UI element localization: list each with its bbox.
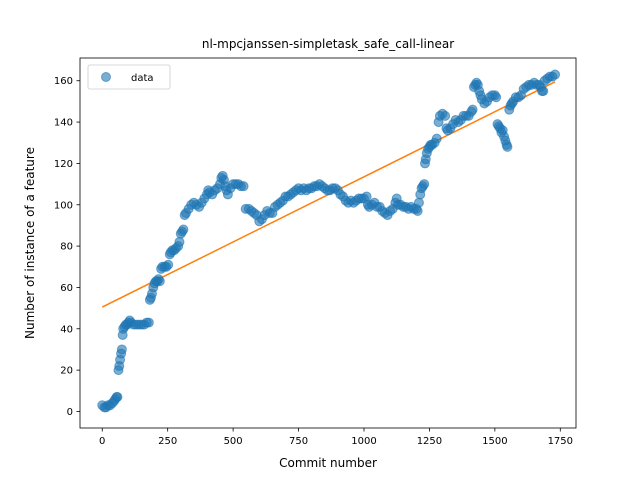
y-tick-label: 60 <box>60 283 73 294</box>
data-point <box>431 133 442 144</box>
plot-frame <box>79 57 577 429</box>
data-point <box>143 317 154 328</box>
legend-box <box>87 64 171 90</box>
data-point <box>361 191 372 202</box>
plot-area <box>79 57 577 429</box>
x-tick-label: 500 <box>224 436 243 447</box>
y-tick-label: 100 <box>54 200 73 211</box>
y-tick-label: 0 <box>67 407 73 418</box>
data-point <box>412 205 423 216</box>
y-tick-label: 160 <box>54 76 73 87</box>
data-point <box>467 104 478 115</box>
y-tick-label: 120 <box>54 159 73 170</box>
x-tick-label: 0 <box>99 436 105 447</box>
legend-label-data: data <box>131 73 154 84</box>
chart-title: nl-mpcjanssen-simpletask_safe_call-linea… <box>202 37 454 51</box>
x-axis: 0 250 500 750 1000 1250 1500 1750 <box>99 428 573 447</box>
y-tick-label: 80 <box>60 242 73 253</box>
y-axis: 0 20 40 60 80 100 120 140 160 <box>54 76 80 418</box>
data-point <box>440 110 451 121</box>
x-tick-label: 1750 <box>548 436 573 447</box>
legend-marker-data <box>101 72 111 82</box>
plot-background <box>80 58 576 428</box>
x-tick-label: 1250 <box>417 436 442 447</box>
data-point <box>550 69 561 80</box>
data-point <box>538 86 549 97</box>
y-tick-label: 20 <box>60 366 73 377</box>
data-point <box>154 276 165 287</box>
data-points-layer <box>97 69 561 413</box>
data-point <box>238 181 249 192</box>
data-point <box>174 236 185 247</box>
y-tick-label: 140 <box>54 118 73 129</box>
y-tick-label: 40 <box>60 324 73 335</box>
data-point <box>413 197 424 208</box>
x-tick-label: 1000 <box>351 436 376 447</box>
data-point <box>178 224 189 235</box>
data-point <box>112 391 123 402</box>
data-point <box>491 92 502 103</box>
legend: data <box>87 64 171 90</box>
data-point <box>163 259 174 270</box>
data-point <box>502 141 513 152</box>
x-tick-label: 1500 <box>482 436 507 447</box>
data-point <box>116 344 127 355</box>
data-point <box>419 179 430 190</box>
y-axis-title: Number of instance of a feature <box>23 147 37 339</box>
x-tick-label: 750 <box>289 436 308 447</box>
x-tick-label: 250 <box>158 436 177 447</box>
x-axis-title: Commit number <box>279 456 377 470</box>
